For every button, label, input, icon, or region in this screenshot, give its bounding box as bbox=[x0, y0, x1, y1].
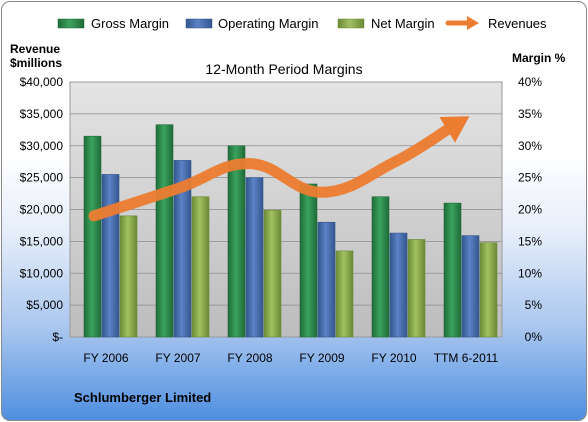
left-axis-tick-label: $20,000 bbox=[20, 203, 64, 217]
category-tick-label: FY 2010 bbox=[371, 351, 416, 365]
bar-gross-margin bbox=[371, 196, 390, 338]
category-tick-label: TTM 6-2011 bbox=[434, 351, 499, 365]
bars bbox=[83, 124, 498, 338]
footer-company-name: Schlumberger Limited bbox=[74, 390, 211, 405]
category-tick-label: FY 2009 bbox=[299, 351, 344, 365]
right-axis-tick-label: 20% bbox=[518, 203, 542, 217]
right-axis-label: Margin % bbox=[512, 51, 566, 65]
right-axis-tick-label: 10% bbox=[518, 266, 542, 280]
bar-net-margin bbox=[335, 250, 354, 338]
bar-gross-margin bbox=[83, 135, 102, 338]
right-axis-tick-label: 25% bbox=[518, 171, 542, 185]
right-axis-tick-label: 15% bbox=[518, 234, 542, 248]
bar-operating-margin bbox=[389, 232, 408, 338]
left-axis-tick-label: $10,000 bbox=[20, 266, 64, 280]
bar-operating-margin bbox=[245, 177, 264, 338]
legend-swatch-net-margin bbox=[337, 18, 365, 29]
left-axis-tick-label: $40,000 bbox=[20, 75, 64, 89]
left-axis-tick-label: $- bbox=[52, 330, 63, 344]
legend-label-gross-margin: Gross Margin bbox=[91, 16, 169, 31]
category-axis-ticks: FY 2006 FY 2007 FY 2008 FY 2009 FY 2010 TTM 6… bbox=[83, 351, 498, 365]
right-axis-tick-label: 35% bbox=[518, 107, 542, 121]
legend: Gross Margin Operating Margin Net Margin… bbox=[57, 16, 547, 31]
legend-label-operating-margin: Operating Margin bbox=[218, 16, 318, 31]
bar-net-margin bbox=[263, 209, 282, 338]
category-tick-label: FY 2006 bbox=[83, 351, 128, 365]
right-axis-tick-label: 40% bbox=[518, 75, 542, 89]
left-axis-label-line2: $millions bbox=[10, 56, 62, 70]
right-axis-tick-label: 0% bbox=[525, 330, 543, 344]
revenue-line bbox=[88, 116, 470, 222]
legend-swatch-revenues bbox=[445, 16, 479, 30]
category-tick-label: FY 2008 bbox=[227, 351, 272, 365]
bar-operating-margin bbox=[317, 221, 336, 338]
bar-gross-margin bbox=[443, 202, 462, 338]
bar-gross-margin bbox=[299, 183, 318, 338]
bar-net-margin bbox=[191, 196, 210, 338]
left-axis-tick-label: $35,000 bbox=[20, 107, 64, 121]
bar-operating-margin bbox=[461, 235, 480, 338]
bar-net-margin bbox=[407, 239, 426, 338]
revenues-arrowhead bbox=[439, 116, 470, 143]
bar-net-margin bbox=[479, 242, 498, 338]
category-tick-label: FY 2007 bbox=[155, 351, 200, 365]
legend-swatch-operating-margin bbox=[185, 18, 213, 29]
left-axis-tick-label: $15,000 bbox=[20, 234, 64, 248]
chart-title: 12-Month Period Margins bbox=[205, 61, 362, 77]
legend-label-net-margin: Net Margin bbox=[371, 16, 435, 31]
bar-gross-margin bbox=[227, 145, 246, 338]
bar-operating-margin bbox=[173, 160, 192, 338]
left-axis-ticks: $- $5,000 $10,000 $15,000 $20,000 $25,000 $30,… bbox=[20, 75, 64, 344]
right-axis-tick-label: 5% bbox=[525, 298, 543, 312]
left-axis-tick-label: $30,000 bbox=[20, 139, 64, 153]
legend-label-revenues: Revenues bbox=[488, 16, 547, 31]
right-axis-ticks: 0% 5% 10% 15% 20% 25% 30% 35% 40% bbox=[518, 75, 542, 344]
revenues-line bbox=[88, 124, 453, 222]
right-axis-tick-label: 30% bbox=[518, 139, 542, 153]
left-axis-label-line1: Revenue bbox=[10, 42, 60, 56]
left-axis-tick-label: $5,000 bbox=[26, 298, 63, 312]
left-axis-tick-label: $25,000 bbox=[20, 171, 64, 185]
bar-operating-margin bbox=[101, 174, 120, 338]
legend-swatch-gross-margin bbox=[57, 18, 85, 29]
bar-gross-margin bbox=[155, 124, 174, 338]
bar-net-margin bbox=[119, 215, 138, 338]
